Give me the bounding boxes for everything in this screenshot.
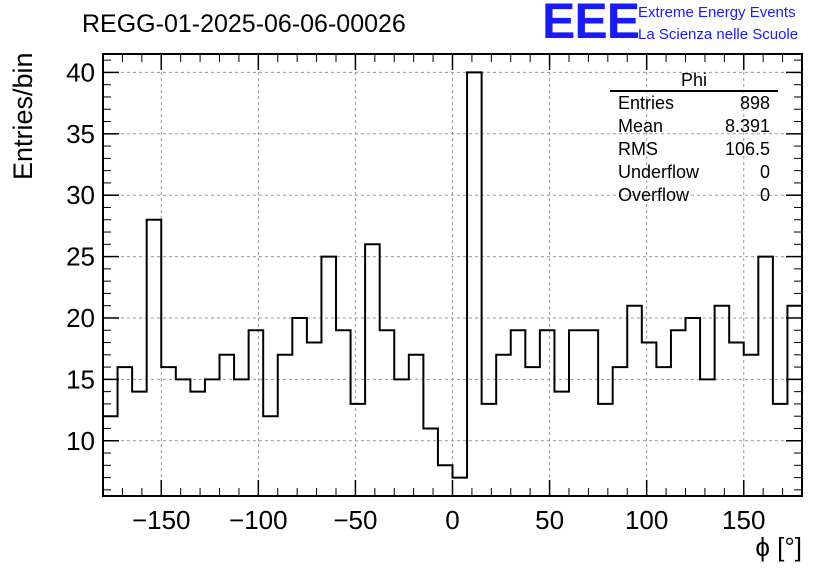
x-tick-label: 100 bbox=[625, 505, 668, 535]
y-tick-label: 25 bbox=[66, 242, 95, 272]
x-tick-label: 50 bbox=[535, 505, 564, 535]
stats-label: Overflow bbox=[618, 185, 690, 205]
histogram-bin bbox=[190, 392, 205, 496]
histogram-bin bbox=[700, 379, 715, 496]
stats-label: Entries bbox=[618, 93, 675, 113]
histogram-bin bbox=[307, 343, 322, 496]
histogram-bin bbox=[511, 330, 526, 496]
stats-box: Phi Entries 898 Mean 8.391 RMS 106.5 Und… bbox=[610, 70, 778, 207]
histogram-bin bbox=[467, 72, 482, 496]
histogram-bin bbox=[438, 465, 453, 496]
histogram-bin bbox=[321, 257, 336, 496]
histogram-bin bbox=[249, 330, 264, 496]
x-tick-label: 0 bbox=[445, 505, 459, 535]
y-tick-label: 20 bbox=[66, 303, 95, 333]
histogram-bin bbox=[176, 379, 191, 496]
run-title: REGG-01-2025-06-06-00026 bbox=[82, 10, 406, 38]
y-axis-label: Entries/bin bbox=[8, 52, 38, 180]
histogram-bin bbox=[234, 379, 249, 496]
histogram-bin bbox=[569, 330, 584, 496]
stats-row-mean: Mean 8.391 bbox=[610, 115, 778, 138]
grid-lines bbox=[103, 54, 802, 496]
y-axis-ticks: 10 15 20 25 30 35 40 bbox=[66, 57, 802, 456]
logo-line-1: Extreme Energy Events bbox=[638, 4, 796, 21]
histogram-bin bbox=[686, 318, 701, 496]
histogram-bin bbox=[729, 343, 744, 496]
histogram-bin bbox=[482, 404, 497, 496]
histogram-bin bbox=[220, 355, 235, 496]
histogram-bin bbox=[453, 478, 468, 496]
eee-logo: EEE bbox=[542, 0, 640, 49]
histogram-bin bbox=[496, 355, 511, 496]
histogram-bin bbox=[656, 367, 671, 496]
x-tick-label: −150 bbox=[132, 505, 191, 535]
y-tick-label: 15 bbox=[66, 364, 95, 394]
stats-row-overflow: Overflow 0 bbox=[610, 184, 778, 207]
histogram-bin bbox=[394, 379, 409, 496]
x-axis-label: ϕ [°] bbox=[755, 532, 802, 562]
histogram-bin bbox=[351, 404, 366, 496]
histogram-bin bbox=[409, 355, 424, 496]
histogram-outline bbox=[103, 71, 802, 479]
y-tick-label: 10 bbox=[66, 426, 95, 456]
histogram-bin bbox=[147, 220, 162, 496]
histogram-bin bbox=[584, 330, 599, 496]
histogram-bin bbox=[598, 404, 613, 496]
histogram-bin bbox=[554, 392, 569, 496]
x-tick-label: −100 bbox=[229, 505, 288, 535]
y-tick-label: 30 bbox=[66, 180, 95, 210]
stats-row-entries: Entries 898 bbox=[610, 92, 778, 115]
stats-value: 106.5 bbox=[724, 139, 770, 159]
histogram-bin bbox=[613, 367, 628, 496]
histogram-bin bbox=[627, 306, 642, 496]
histogram-bin bbox=[540, 330, 555, 496]
histogram-bin bbox=[671, 330, 686, 496]
stats-label: Underflow bbox=[618, 162, 700, 182]
stats-title: Phi bbox=[610, 70, 778, 92]
histogram-bin bbox=[423, 428, 438, 496]
histogram-bin bbox=[380, 330, 395, 496]
histogram-bin bbox=[365, 244, 380, 496]
stats-value: 0 bbox=[759, 162, 770, 182]
histogram-bin bbox=[205, 379, 220, 496]
histogram-bin bbox=[278, 355, 293, 496]
histogram-bin bbox=[715, 306, 730, 496]
x-tick-label: 150 bbox=[722, 505, 765, 535]
y-tick-label: 35 bbox=[66, 119, 95, 149]
stats-label: RMS bbox=[618, 139, 658, 159]
x-tick-label: −50 bbox=[333, 505, 377, 535]
histogram-bin bbox=[744, 355, 759, 496]
stats-row-rms: RMS 106.5 bbox=[610, 138, 778, 161]
histogram-bins bbox=[103, 71, 802, 496]
stats-value: 0 bbox=[759, 185, 770, 205]
histogram-bin bbox=[118, 367, 133, 496]
stats-value: 8.391 bbox=[724, 116, 770, 136]
histogram-bin bbox=[787, 306, 802, 496]
histogram-bin bbox=[525, 367, 540, 496]
histogram-bin bbox=[758, 257, 773, 496]
x-axis-ticks: −150 −100 −50 0 50 100 150 bbox=[132, 54, 765, 535]
histogram-bin bbox=[642, 343, 657, 496]
histogram-bin bbox=[263, 416, 278, 496]
histogram-bin bbox=[336, 330, 351, 496]
histogram-bin bbox=[161, 367, 176, 496]
logo-line-2: La Scienza nelle Scuole bbox=[638, 26, 799, 43]
stats-row-underflow: Underflow 0 bbox=[610, 161, 778, 184]
histogram-bin bbox=[103, 416, 118, 496]
y-tick-label: 40 bbox=[66, 57, 95, 87]
histogram-bin bbox=[132, 392, 147, 496]
stats-value: 898 bbox=[739, 93, 770, 113]
histogram-bin bbox=[292, 318, 307, 496]
stats-label: Mean bbox=[618, 116, 664, 136]
histogram-bin bbox=[773, 404, 788, 496]
